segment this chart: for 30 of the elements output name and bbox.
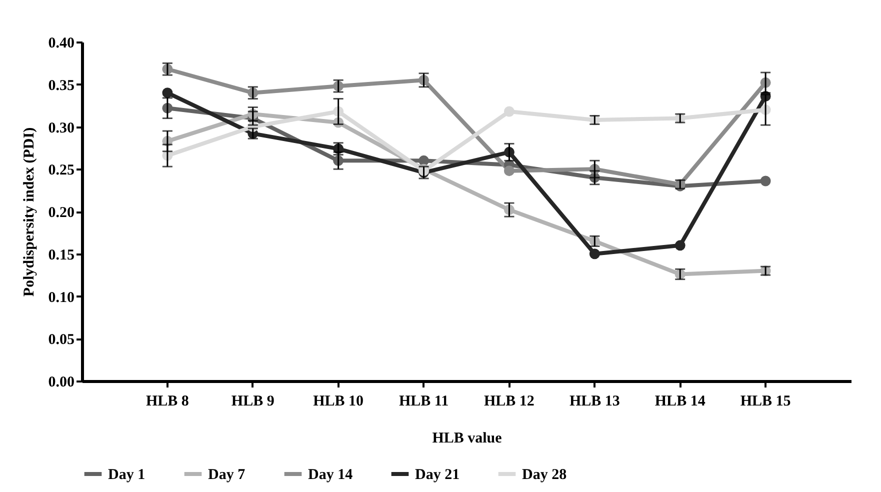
y-tick-label: 0.00 [48, 374, 74, 390]
x-tick-label: HLB 8 [146, 394, 189, 410]
point [674, 240, 686, 251]
x-tick-label: HLB 13 [569, 394, 620, 410]
point [589, 248, 600, 260]
x-tick-label: HLB 14 [654, 394, 706, 410]
x-tick-label: HLB 9 [231, 394, 274, 410]
y-tick-label: 0.15 [48, 247, 74, 264]
y-tick-label: 0.40 [48, 36, 74, 52]
point [162, 88, 173, 98]
y-tick-label: 0.35 [48, 78, 74, 94]
legend-label: Day 7 [208, 467, 246, 483]
point [504, 166, 514, 176]
legend-label: Day 28 [522, 467, 567, 483]
y-tick-label: 0.30 [48, 120, 74, 136]
y-tick-label: 0.05 [48, 332, 74, 348]
x-tick-label: HLB 10 [313, 394, 364, 410]
point [760, 176, 771, 186]
y-axis-title: Polydispersity index (PDI) [21, 127, 38, 297]
legend-label: Day 1 [108, 467, 146, 483]
x-axis-title: HLB value [432, 430, 502, 446]
legend-label: Day 21 [415, 467, 460, 483]
y-tick-label: 0.10 [48, 290, 74, 306]
y-tick-label: 0.25 [48, 162, 74, 179]
y-tick-label: 0.20 [48, 205, 74, 221]
point [504, 106, 514, 117]
x-tick-label: HLB 15 [740, 394, 791, 410]
legend-label: Day 14 [308, 467, 354, 483]
x-tick-label: HLB 12 [484, 394, 534, 410]
x-tick-label: HLB 11 [398, 394, 449, 410]
